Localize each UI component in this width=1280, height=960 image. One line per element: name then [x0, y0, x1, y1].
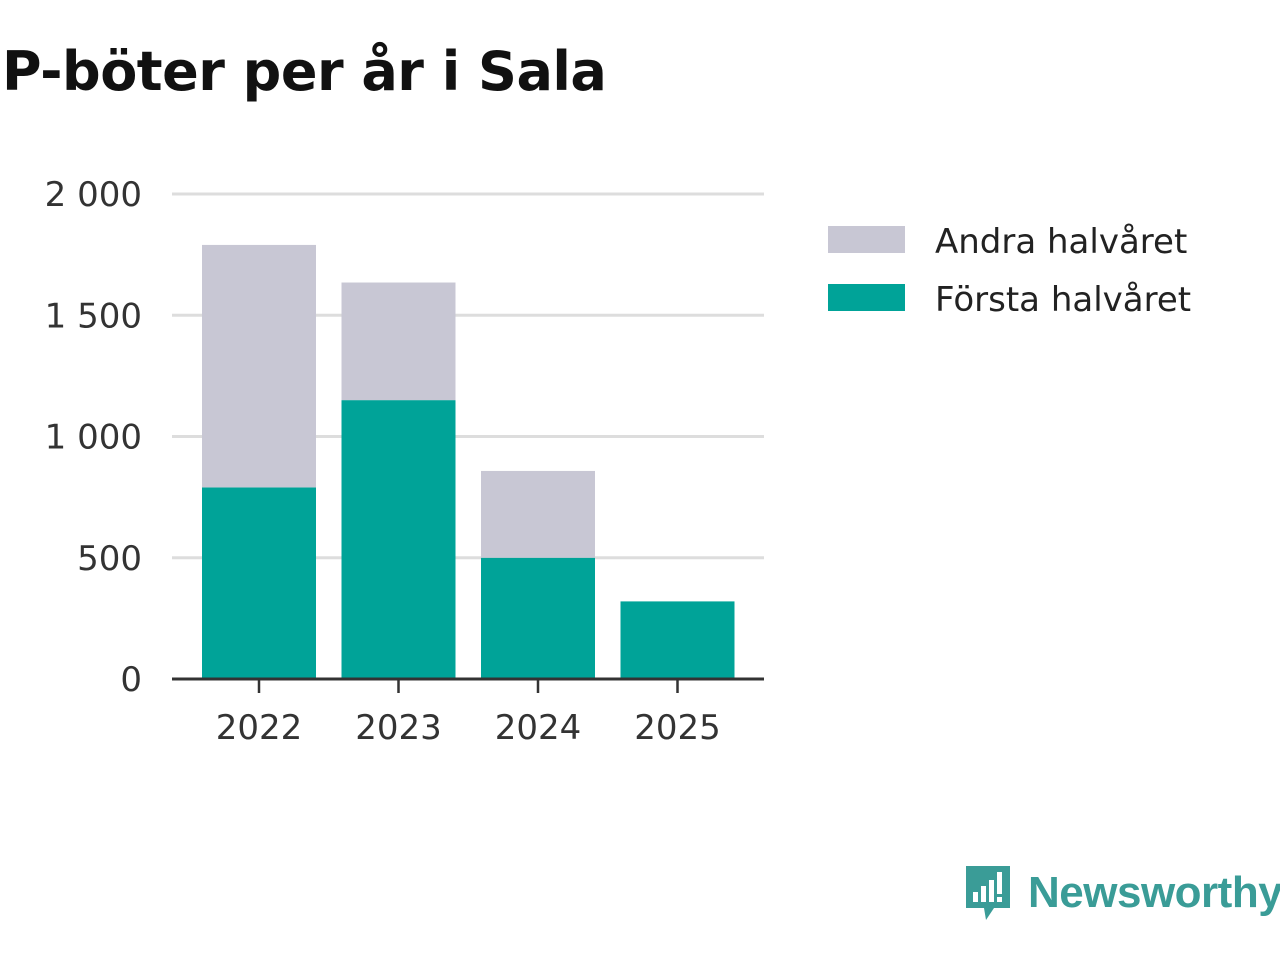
legend-label: Första halvåret [935, 280, 1191, 320]
legend-swatch [828, 226, 905, 253]
y-tick-label: 1 000 [45, 418, 142, 458]
legend: Andra halvåret Första halvåret [828, 222, 1191, 320]
y-tick-label: 500 [77, 539, 142, 579]
y-tick-label: 1 500 [45, 296, 142, 336]
y-tick-label: 2 000 [45, 175, 142, 215]
brand-name: Newsworthy [1028, 868, 1280, 917]
x-tick-label: 2024 [495, 708, 582, 748]
axes: 0 500 1 000 1 500 2 000 2022 2023 2024 2025 [45, 175, 764, 748]
bar-2025-första [620, 601, 735, 679]
bar-2022-andra [202, 244, 316, 488]
newsworthy-logo-icon [966, 866, 1010, 920]
bar-2022-första [202, 487, 316, 679]
x-tick-label: 2022 [216, 708, 303, 748]
chart-title: P-böter per år i Sala [2, 40, 607, 103]
bar-2023-andra [341, 282, 456, 401]
x-tick-label: 2025 [634, 708, 721, 748]
bars [202, 244, 735, 679]
newsworthy-logo: Newsworthy [962, 862, 1280, 924]
x-tick-label: 2023 [355, 708, 442, 748]
legend-label: Andra halvåret [935, 222, 1187, 262]
bar-2024-andra [481, 470, 595, 558]
bar-2024-första [481, 557, 595, 679]
y-tick-label: 0 [120, 660, 142, 700]
legend-swatch [828, 284, 905, 311]
bar-2023-första [341, 400, 456, 679]
